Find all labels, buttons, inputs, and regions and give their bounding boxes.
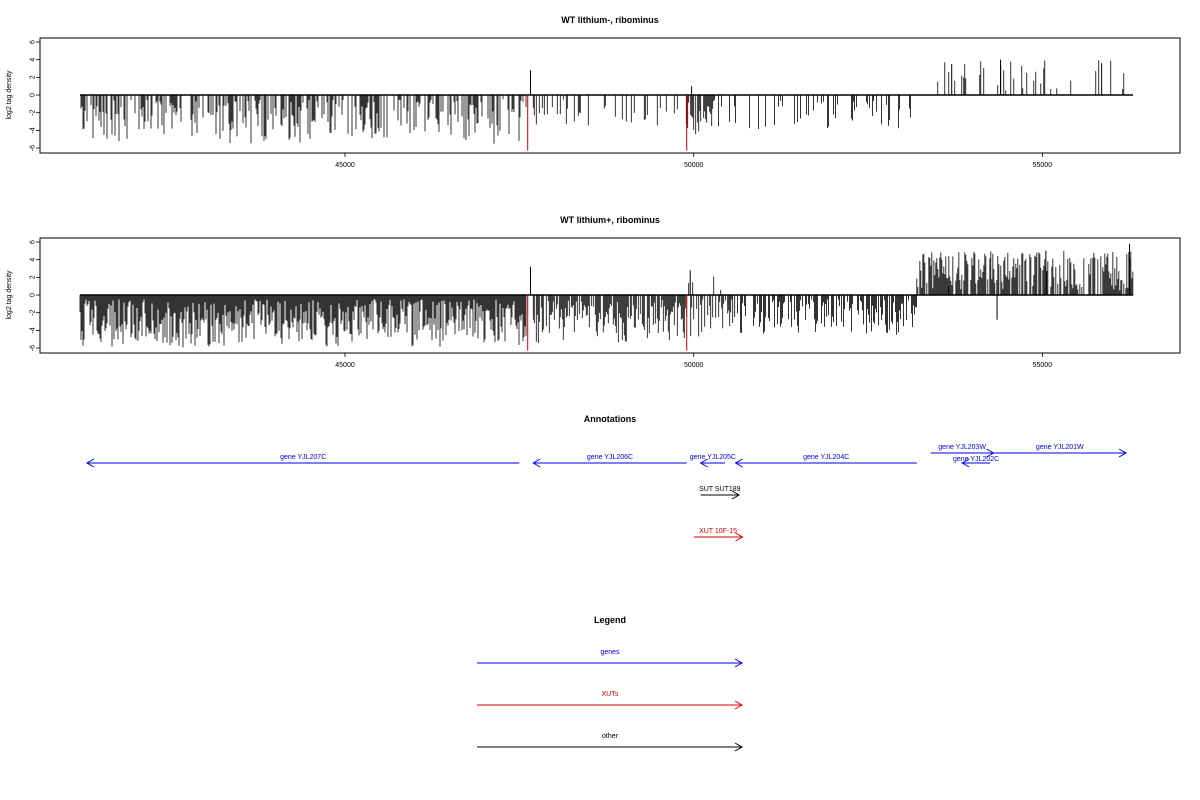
feature-arrowhead [731,490,741,500]
x-tick-label: 45000 [335,162,355,169]
legend-title: Legend [594,615,626,625]
legend-items: genes XUTs other [477,649,744,752]
y-tick-label: -4 [30,127,37,133]
annotation-features: gene YJL207C gene YJL206C gene YJL205C gene… [85,444,1128,542]
feature-arrowhead [961,458,970,468]
legend-label: genes [600,649,620,656]
feature-arrowhead [85,458,95,468]
panel-2-bars [79,243,1134,351]
panel-1: WT lithium-, ribominus log2 tag density … [6,15,1181,169]
panel-1-x-axis: 45000 50000 55000 [335,153,1052,169]
feature-label: gene YJL206C [587,454,633,461]
panel-2: WT lithium+, ribominus log2 tag density … [6,215,1181,369]
feature-label: gene YJL207C [280,454,326,461]
y-tick-label: 0 [30,293,37,297]
y-tick-label: 4 [30,58,37,62]
feature-label: gene YJL201W [1036,444,1084,451]
y-tick-label: -4 [30,327,37,333]
x-tick-label: 55000 [1033,162,1053,169]
y-tick-label: 0 [30,93,37,97]
feature-arrowhead [699,458,708,468]
feature-arrowhead [734,458,743,468]
x-tick-label: 50000 [684,362,704,369]
y-tick-label: 6 [30,240,37,244]
feature-label: gene YJL202C [953,456,999,463]
panel-1-bars [80,59,1134,151]
legend-arrowhead [734,700,744,710]
x-tick-label: 55000 [1033,362,1053,369]
x-tick-label: 50000 [684,162,704,169]
y-tick-label: -2 [30,309,37,315]
y-tick-label: 2 [30,275,37,279]
y-tick-label: 2 [30,75,37,79]
feature-arrowhead [532,458,541,468]
legend-arrowhead [734,742,744,752]
feature-label: XUT 10F-15 [699,528,737,535]
feature-label: gene YJL204C [803,454,849,461]
panel-1-frame [39,37,1181,154]
feature-label: SUT SUT189 [699,486,741,493]
y-tick-label: 6 [30,40,37,44]
feature-label: gene YJL205C [690,454,736,461]
panel-1-ylabel: log2 tag density [6,70,13,120]
panel-2-title: WT lithium+, ribominus [560,215,660,225]
x-tick-label: 45000 [335,362,355,369]
legend-arrowhead [734,658,744,668]
panel-2-x-axis: 45000 50000 55000 [335,353,1052,369]
legend-label: XUTs [602,691,619,698]
panel-2-ylabel: log2 tag density [6,270,13,320]
y-tick-label: -6 [30,145,37,151]
feature-label: gene YJL203W [938,444,986,451]
y-tick-label: 4 [30,258,37,262]
feature-arrowhead [1118,448,1128,458]
panel-2-y-axis: -6 -4 -2 0 2 4 6 [30,240,40,351]
y-tick-label: -6 [30,345,37,351]
panel-1-title: WT lithium-, ribominus [561,15,659,25]
feature-arrowhead [735,532,744,542]
y-tick-label: -2 [30,109,37,115]
annotations-track: Annotations gene YJL207C gene YJL206C gene… [85,414,1128,542]
legend: Legend genes XUTs other [477,615,744,752]
panel-2-frame [39,237,1181,354]
legend-label: other [602,733,619,740]
annotations-title: Annotations [584,414,637,424]
panel-1-y-axis: -6 -4 -2 0 2 4 6 [30,40,40,151]
